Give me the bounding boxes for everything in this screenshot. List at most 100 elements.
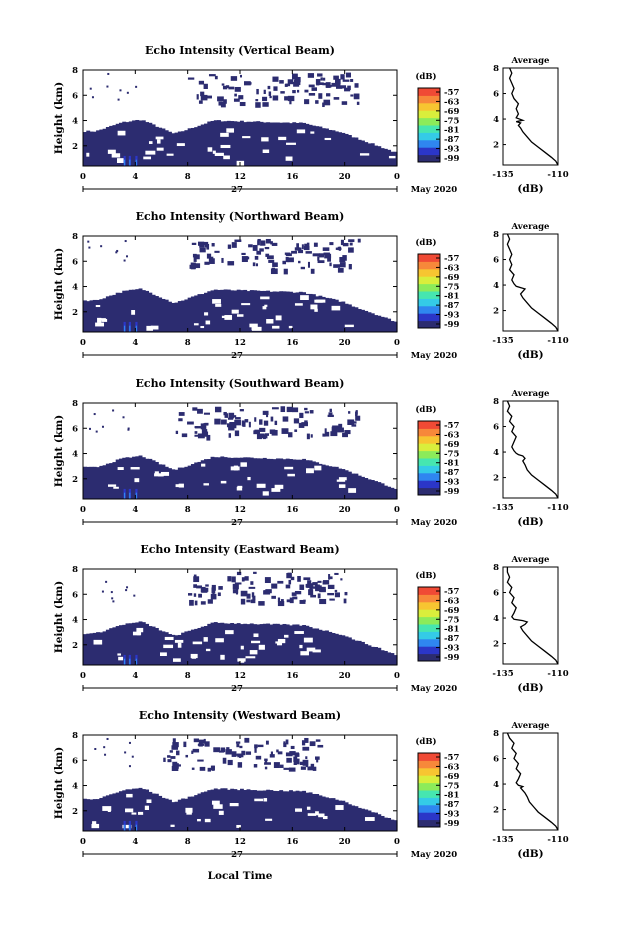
- heatmap-cell: [213, 120, 218, 166]
- y-tick-label: 4: [72, 283, 78, 293]
- colorbar-swatch: [418, 790, 440, 798]
- heatmap-cell: [331, 298, 336, 332]
- heatmap-gap: [306, 806, 311, 810]
- heatmap-cell: [168, 468, 172, 499]
- heatmap-gap: [230, 466, 240, 471]
- heatmap-strong-echo: [129, 159, 131, 166]
- profile-y-tick-label: 4: [493, 115, 499, 125]
- heatmap-cell: [325, 128, 329, 166]
- heatmap-cell: [145, 623, 150, 665]
- heatmap-gap: [136, 631, 142, 636]
- heatmap-cell: [227, 417, 234, 420]
- heatmap-cell: [311, 125, 316, 166]
- heatmap-cell: [145, 290, 150, 332]
- heatmap-cell: [194, 127, 199, 166]
- colorbar-swatch: [418, 616, 440, 625]
- heatmap-gap: [299, 644, 303, 649]
- heatmap-cell: [240, 457, 244, 499]
- heatmap-cell: [252, 595, 256, 601]
- heatmap-cell: [111, 597, 114, 600]
- heatmap-cell: [172, 738, 176, 744]
- heatmap-cell: [119, 89, 122, 92]
- heatmap-cell: [347, 804, 352, 831]
- heatmap-cell: [380, 148, 385, 166]
- heatmap-cell: [145, 122, 150, 166]
- heatmap-cell: [158, 464, 163, 499]
- heatmap-cell: [380, 483, 385, 499]
- heatmap-cell: [344, 591, 348, 596]
- heatmap-cell: [203, 241, 209, 246]
- profile-y-tick-label: 2: [493, 474, 499, 484]
- heatmap-cell: [387, 318, 392, 332]
- heatmap-cell: [214, 406, 222, 413]
- heatmap-cell: [193, 256, 197, 262]
- y-axis-title: Height (km): [53, 747, 65, 819]
- heatmap-cell: [380, 316, 385, 332]
- heatmap-cell: [243, 289, 248, 332]
- heatmap-cell: [355, 415, 361, 421]
- heatmap-cell: [285, 752, 293, 757]
- heatmap-cell: [331, 426, 338, 433]
- y-tick-label: 2: [72, 308, 78, 318]
- colorbar-tick-label: -57: [444, 421, 459, 431]
- heatmap-cell: [96, 799, 100, 831]
- heatmap-cell: [271, 267, 276, 272]
- heatmap-cell: [217, 96, 224, 102]
- heatmap-gap: [191, 654, 197, 659]
- heatmap-cell: [305, 756, 308, 760]
- colorbar-swatch: [418, 435, 440, 444]
- heatmap-cell: [100, 245, 103, 248]
- heatmap-cell: [199, 739, 206, 744]
- heatmap-cell: [127, 427, 130, 430]
- heatmap-gap: [245, 656, 256, 659]
- x-tick-label: 8: [185, 837, 191, 847]
- heatmap-cell: [302, 790, 307, 831]
- heatmap-cell: [122, 416, 125, 419]
- heatmap-cell: [193, 738, 199, 743]
- heatmap-gap: [144, 805, 150, 810]
- heatmap-gap: [236, 486, 243, 491]
- heatmap-cell: [246, 599, 251, 603]
- heatmap-cell: [177, 799, 182, 831]
- heatmap-cell: [304, 737, 309, 743]
- heatmap-cell: [124, 240, 127, 243]
- heatmap-cell: [194, 426, 202, 429]
- heatmap-cell: [349, 242, 353, 246]
- heatmap-cell: [227, 576, 232, 582]
- heatmap-cell: [308, 93, 316, 96]
- colorbar-tick-label: -63: [444, 430, 459, 440]
- colorbar-tick-label: -75: [444, 282, 459, 292]
- profile-title: Average: [511, 721, 551, 731]
- x-tick-label: 0: [394, 671, 400, 681]
- heatmap-cell: [154, 461, 159, 499]
- heatmap-gap: [170, 824, 175, 827]
- x-tick-label: 12: [234, 172, 246, 182]
- heatmap-cell: [220, 788, 225, 831]
- heatmap-cell: [347, 419, 355, 425]
- heatmap-cell: [115, 792, 120, 831]
- heatmap-cell: [310, 268, 315, 274]
- colorbar-swatch: [418, 753, 440, 761]
- heatmap-cell: [126, 91, 129, 94]
- heatmap-cell: [141, 120, 146, 166]
- heatmap-cell: [204, 626, 208, 665]
- heatmap-cell: [325, 82, 331, 88]
- heatmap-cell: [377, 814, 382, 831]
- heatmap-cell: [101, 425, 104, 428]
- heatmap-cell: [106, 85, 109, 88]
- heatmap-cell: [335, 78, 341, 85]
- heatmap-cell: [128, 765, 131, 768]
- panel-title: Echo Intensity (Vertical Beam): [145, 44, 335, 57]
- heatmap-cell: [263, 590, 270, 595]
- heatmap-cell: [306, 242, 310, 247]
- heatmap-cell: [248, 586, 256, 589]
- heatmap-cell: [231, 751, 237, 757]
- heatmap-gap: [131, 310, 136, 315]
- heatmap-cell: [323, 252, 330, 256]
- heatmap-cell: [301, 244, 304, 250]
- heatmap-cell: [324, 428, 327, 433]
- heatmap-strong-echo: [135, 658, 137, 665]
- heatmap-cell: [326, 93, 331, 97]
- heatmap-cell: [317, 593, 321, 599]
- heatmap-gap: [306, 468, 314, 474]
